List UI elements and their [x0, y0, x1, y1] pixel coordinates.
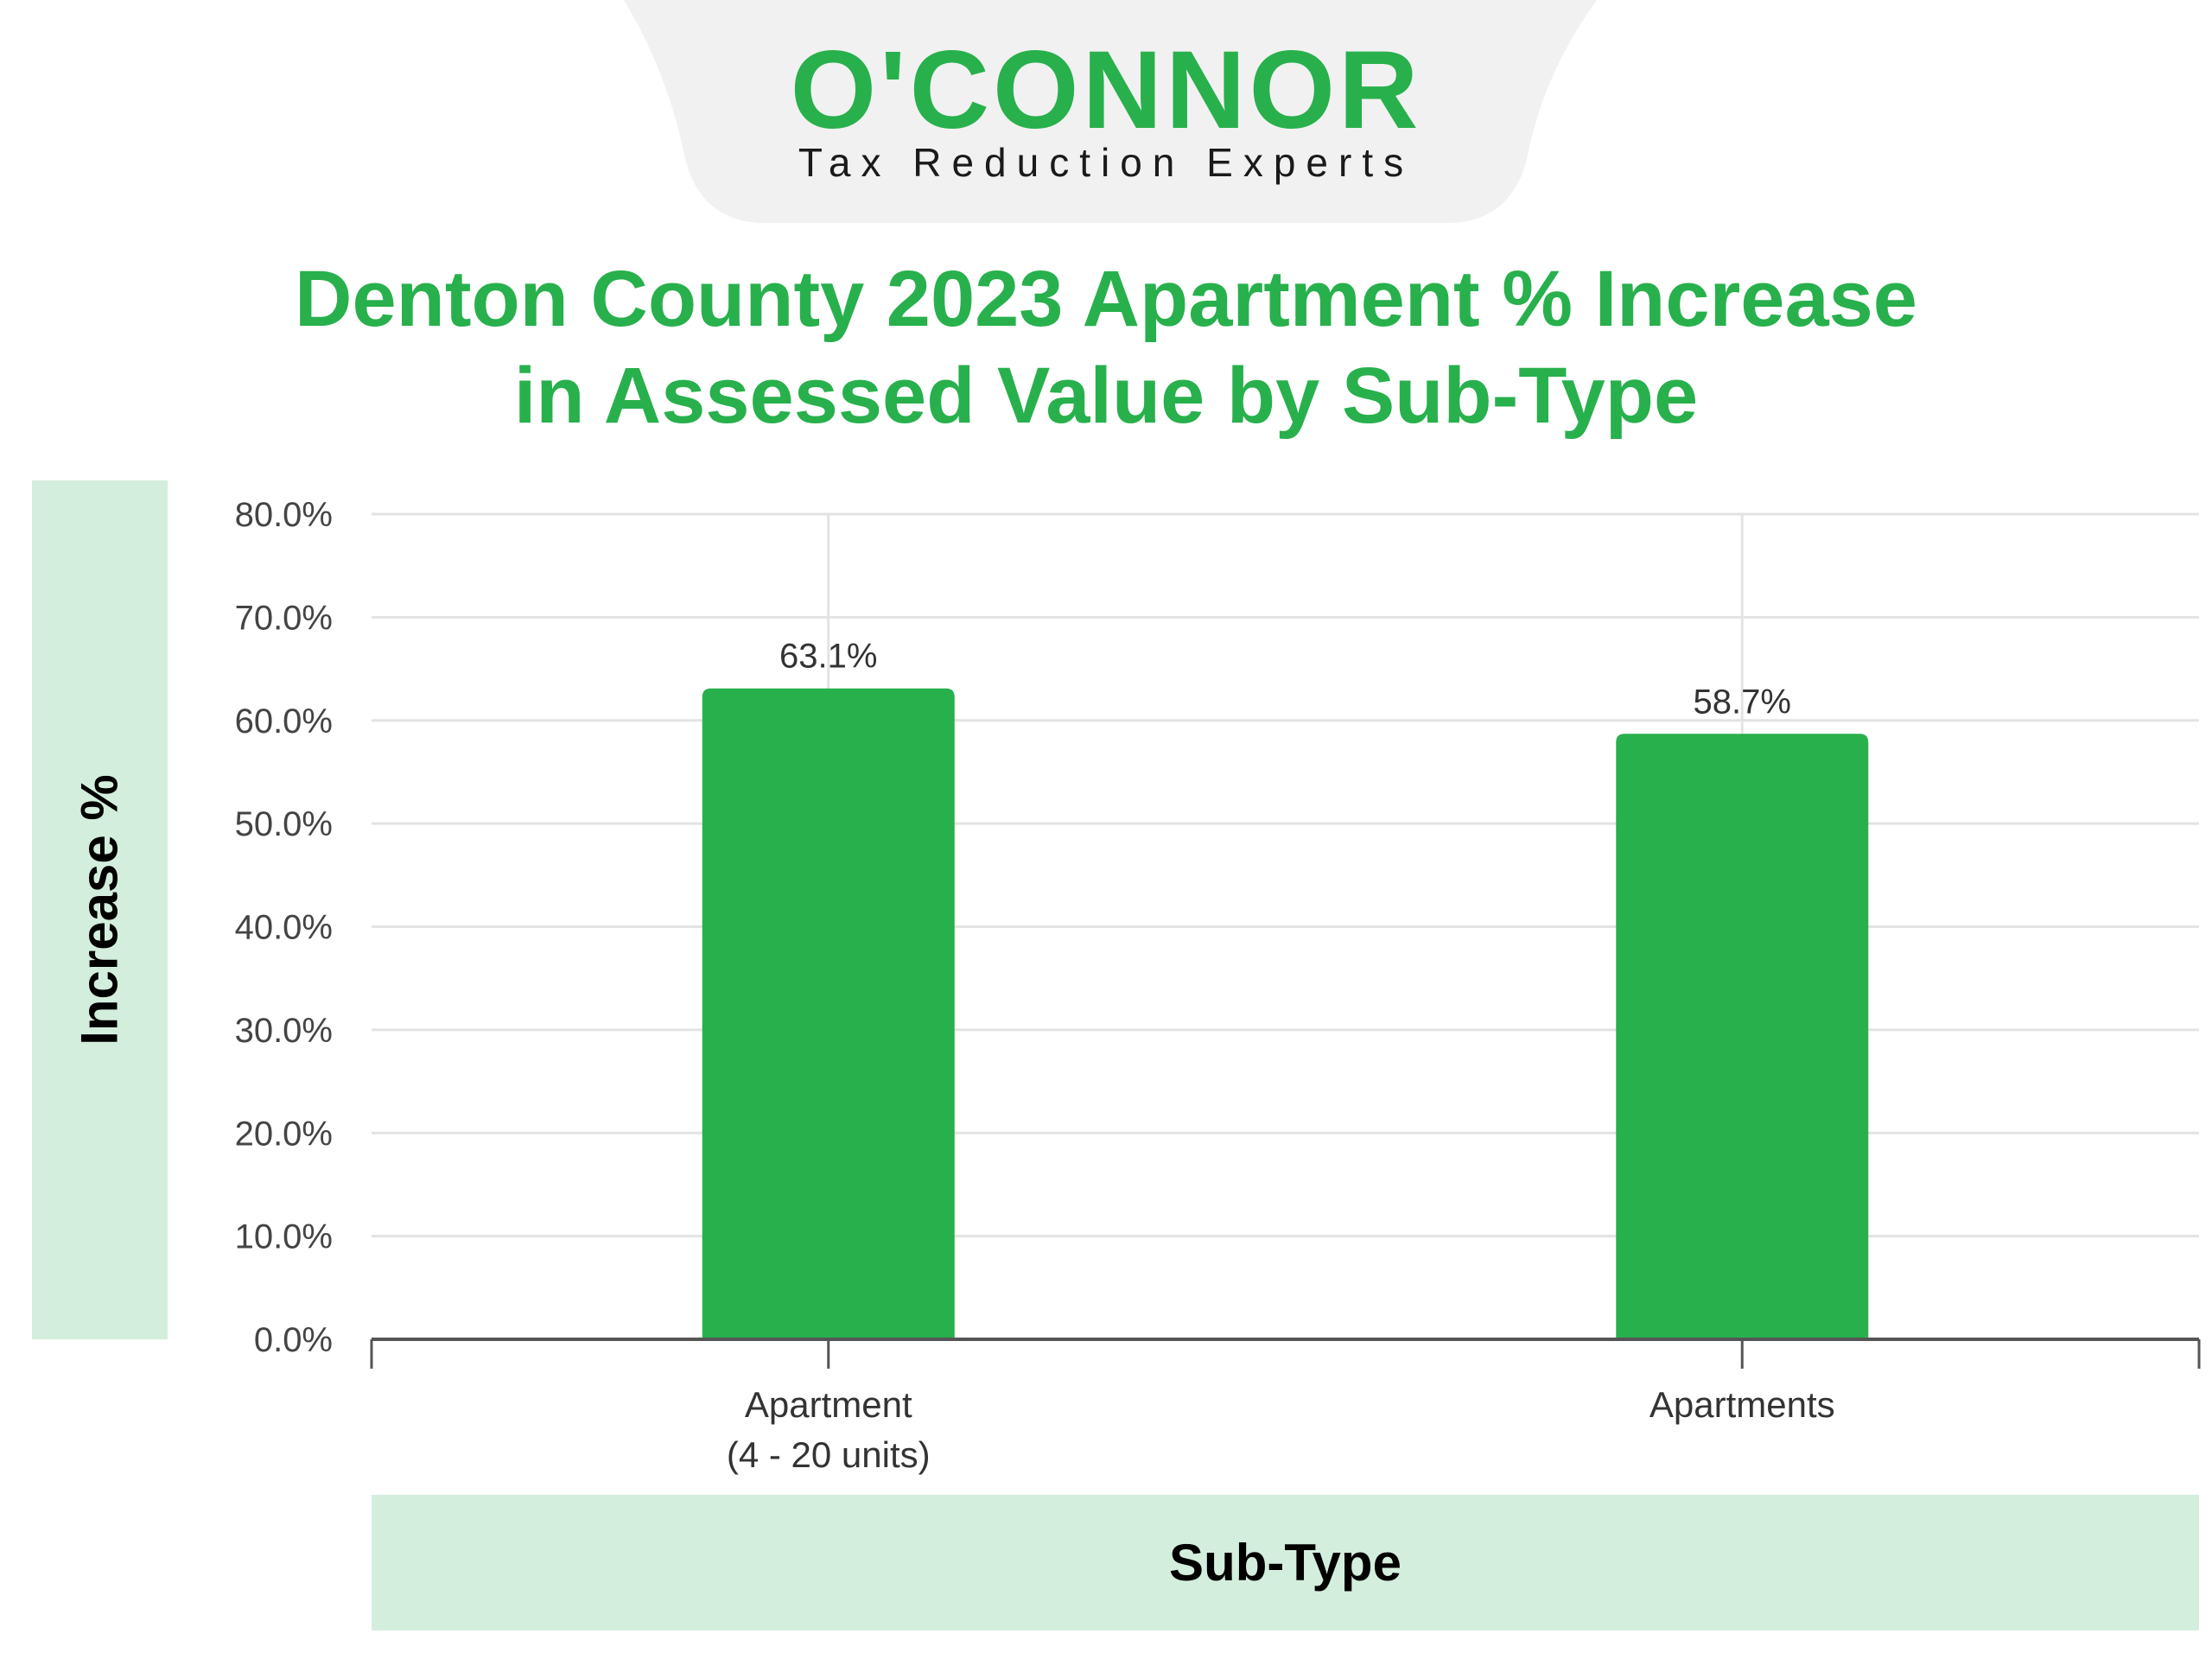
chart-title-line-1: Denton County 2023 Apartment % Increase: [295, 255, 1917, 343]
logo-brand-text: O'CONNOR: [790, 29, 1422, 152]
y-tick-label: 20.0%: [235, 1115, 333, 1153]
x-category-label: Apartment (4 - 20 units): [727, 1384, 931, 1475]
y-tick-label: 40.0%: [235, 909, 333, 947]
y-tick-label: 70.0%: [235, 599, 333, 637]
data-label: 63.1%: [779, 638, 877, 676]
bar: [702, 688, 955, 1339]
x-category-label: Apartments: [1649, 1384, 1835, 1425]
y-tick-label: 30.0%: [235, 1012, 333, 1050]
y-tick-label: 50.0%: [235, 805, 333, 843]
y-tick-label: 80.0%: [235, 496, 333, 534]
x-category-label-line: Apartment: [745, 1384, 912, 1425]
y-axis-label-panel: [32, 480, 168, 1339]
x-axis-label-panel: [372, 1495, 2199, 1630]
bar: [1616, 734, 1869, 1339]
y-tick-label: 10.0%: [235, 1218, 333, 1256]
logo-tagline: Tax Reduction Experts: [798, 140, 1414, 185]
x-axis-label: Sub-Type: [1169, 1534, 1402, 1592]
x-category-label-line: (4 - 20 units): [727, 1434, 931, 1475]
x-category-label-line: Apartments: [1649, 1384, 1835, 1425]
data-label: 58.7%: [1694, 683, 1791, 721]
logo-background-tab: [624, 0, 1597, 223]
y-tick-label: 60.0%: [235, 702, 333, 741]
y-tick-label: 0.0%: [254, 1321, 333, 1359]
chart-title: Denton County 2023 Apartment % Increase …: [0, 251, 2212, 444]
chart-title-line-2: in Assessed Value by Sub-Type: [513, 352, 1699, 440]
